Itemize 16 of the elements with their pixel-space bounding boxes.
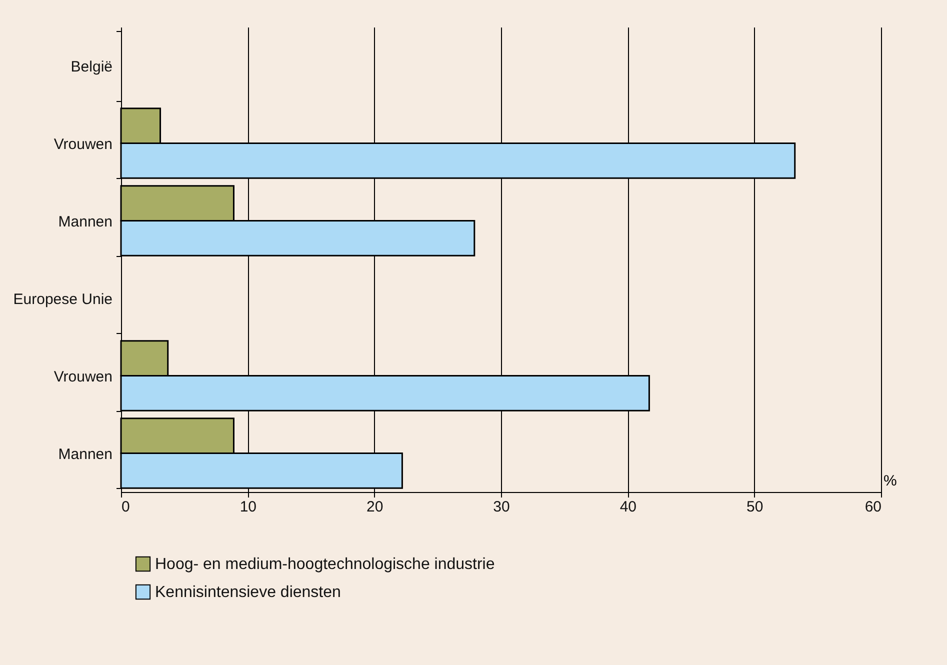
- x-tick-label: 40: [620, 498, 637, 516]
- y-tick-label: België: [70, 58, 112, 76]
- legend-label: Kennisintensieve diensten: [155, 584, 341, 601]
- x-tick-label: 10: [240, 498, 257, 516]
- x-tick-label: 20: [366, 498, 384, 516]
- legend-label: Hoog- en medium-hoogtechnologische industrie: [155, 556, 495, 573]
- y-tick-label: Vrouwen: [54, 136, 112, 153]
- y-tick-label: Europese Unie: [13, 290, 112, 308]
- x-tick-label: 30: [493, 498, 510, 516]
- x-tick-label: 50: [746, 498, 764, 516]
- y-tick-label: Mannen: [58, 446, 112, 463]
- y-tick-label: Vrouwen: [54, 368, 112, 386]
- x-tick-label: 0: [122, 498, 130, 516]
- y-tick-label: Mannen: [58, 213, 112, 230]
- x-tick-label: 60: [864, 498, 882, 516]
- x-axis-title: %: [884, 472, 897, 490]
